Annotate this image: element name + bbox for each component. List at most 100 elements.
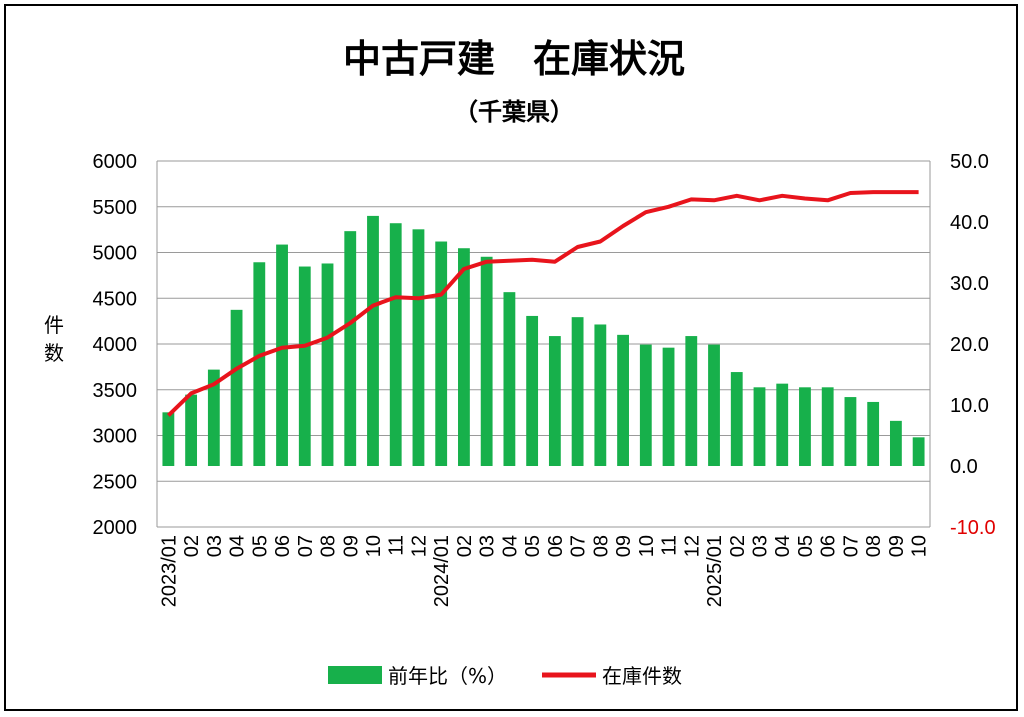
left-tick-label: 4000 (93, 334, 138, 356)
x-tick-label: 04 (227, 535, 249, 557)
bar (639, 344, 652, 466)
x-tick-label: 08 (318, 535, 340, 557)
bar (276, 244, 288, 466)
x-tick-label: 05 (249, 535, 271, 557)
x-tick-label: 09 (886, 535, 908, 557)
bar (458, 248, 470, 466)
bar (389, 223, 402, 466)
bar (889, 420, 902, 466)
x-tick-label: 09 (340, 535, 362, 557)
bar (185, 394, 198, 466)
bar (799, 387, 811, 466)
x-tick-label: 04 (499, 535, 521, 557)
line-series (167, 190, 919, 417)
right-tick-label: 0.0 (950, 456, 978, 478)
bar (253, 262, 266, 466)
x-tick-label: 11 (659, 535, 681, 556)
right-tick-label: -10.0 (950, 517, 996, 539)
bar (685, 336, 698, 466)
left-tick-label: 4500 (93, 288, 138, 310)
bar-series (162, 215, 925, 466)
bar (776, 383, 789, 466)
x-tick-label: 2023/01 (158, 535, 180, 607)
legend-line-label: 在庫件数 (602, 664, 682, 688)
x-tick-label: 03 (749, 535, 771, 557)
x-tick-label: 05 (522, 535, 544, 557)
right-axis-ticks: -10.0 0.0 10.0 20.0 30.0 40.0 50.0 (950, 151, 996, 539)
left-axis-label: 件数 (44, 314, 64, 365)
x-tick-label: 08 (590, 535, 612, 557)
x-tick-label: 2025/01 (704, 535, 726, 607)
x-tick-label: 12 (681, 535, 703, 557)
left-tick-label: 6000 (93, 151, 138, 173)
bar (298, 266, 311, 466)
chart-title: 中古戸建 在庫状況 (343, 37, 685, 81)
left-tick-label: 2500 (93, 471, 138, 493)
bar (162, 412, 175, 466)
x-tick-label: 10 (909, 535, 931, 557)
left-axis-label-char: 数 (44, 342, 64, 365)
legend: 前年比（%） 在庫件数 (328, 664, 682, 688)
left-tick-label: 5500 (93, 197, 138, 219)
x-tick-label: 02 (727, 535, 749, 557)
bar (503, 292, 516, 466)
left-tick-label: 3500 (93, 380, 138, 402)
x-tick-label: 03 (204, 535, 226, 557)
bar (912, 437, 925, 466)
left-axis-label-char: 件 (44, 314, 64, 337)
x-tick-label: 06 (545, 535, 567, 557)
bar (753, 387, 766, 466)
bar (412, 229, 425, 466)
bar (594, 324, 607, 466)
x-tick-label: 07 (295, 535, 317, 557)
x-tick-label: 07 (568, 535, 590, 557)
bar (321, 263, 334, 466)
bar (480, 256, 493, 466)
bar (230, 309, 243, 466)
right-tick-label: 40.0 (950, 212, 989, 234)
x-tick-label: 03 (477, 535, 499, 557)
x-tick-label: 10 (636, 535, 658, 557)
x-tick-label: 11 (386, 535, 408, 556)
bar (662, 347, 675, 466)
x-tick-label: 2024/01 (431, 535, 453, 607)
x-tick-label: 10 (363, 535, 385, 557)
bar (435, 241, 448, 466)
bar (548, 336, 561, 466)
left-tick-label: 3000 (93, 426, 138, 448)
chart-svg: 中古戸建 在庫状況 （千葉県） 2000 2500 3000 3500 4000 4500… (44, 37, 996, 688)
x-tick-label: 09 (613, 535, 635, 557)
bar (708, 344, 720, 466)
right-tick-label: 20.0 (950, 334, 989, 356)
x-tick-label: 05 (795, 535, 817, 557)
chart-frame: 中古戸建 在庫状況 （千葉県） 2000 2500 3000 3500 4000 4500… (4, 4, 1018, 711)
bar (367, 215, 379, 466)
gridlines (157, 160, 930, 528)
x-tick-label: 06 (818, 535, 840, 557)
bar (571, 317, 584, 466)
line-path (167, 190, 919, 417)
bar (526, 315, 539, 466)
legend-bar-swatch (328, 666, 382, 684)
right-tick-label: 30.0 (950, 273, 989, 295)
bar (867, 401, 880, 466)
x-axis-ticks: 2023/01 02 03 04 05 06 07 08 09 10 11 12 2024/01 02 03… (158, 535, 930, 607)
bar (730, 372, 743, 466)
bar (207, 369, 220, 466)
bar (344, 231, 357, 466)
legend-bar-label: 前年比（%） (388, 664, 507, 688)
chart-subtitle: （千葉県） (454, 98, 574, 126)
bar (844, 397, 857, 466)
right-tick-label: 50.0 (950, 151, 989, 173)
left-axis-ticks: 2000 2500 3000 3500 4000 4500 5000 5500 6000 (93, 151, 138, 539)
x-tick-label: 08 (863, 535, 885, 557)
right-tick-label: 10.0 (950, 395, 989, 417)
x-tick-label: 06 (272, 535, 294, 557)
bar (617, 334, 629, 466)
x-tick-label: 07 (840, 535, 862, 557)
left-tick-label: 5000 (93, 243, 138, 265)
x-tick-label: 02 (454, 535, 476, 557)
x-tick-label: 04 (772, 535, 794, 557)
left-tick-label: 2000 (93, 517, 138, 539)
axes (156, 161, 931, 527)
